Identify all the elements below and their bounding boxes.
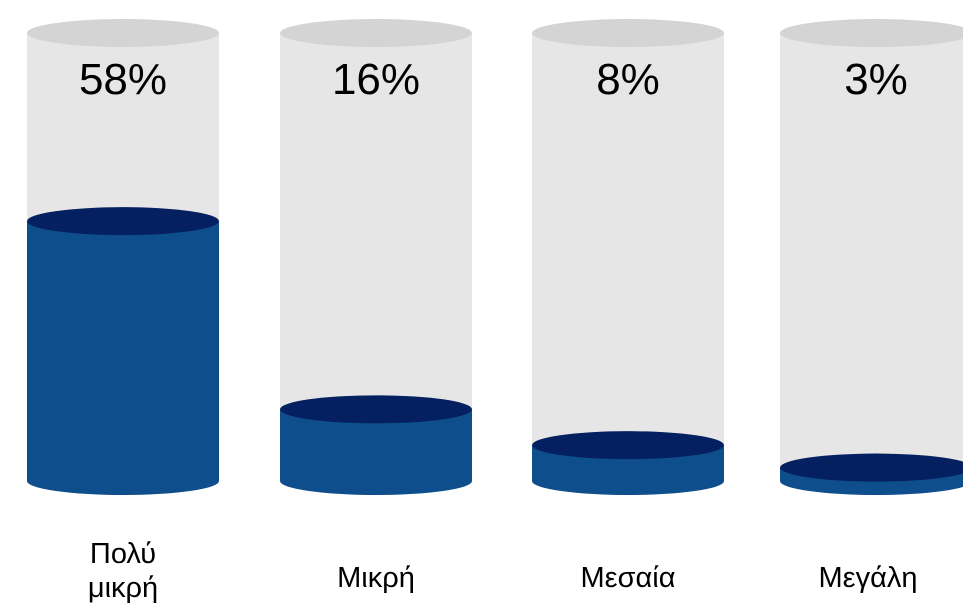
bar-bottom-3	[532, 467, 724, 495]
value-label-3: 8%	[596, 55, 660, 104]
category-label-2: Μικρή	[337, 562, 415, 594]
value-label-4: 3%	[844, 55, 908, 104]
value-label-2: 16%	[332, 55, 420, 104]
track-top-3	[532, 19, 724, 47]
track-top-2	[280, 19, 472, 47]
bar-top-1	[27, 207, 219, 236]
bar-top-2	[280, 395, 472, 424]
category-label-4: Μεγάλη	[818, 562, 918, 594]
bar-top-4	[780, 453, 963, 482]
category-label-1: Πολύ μικρή	[87, 538, 159, 604]
category-label-3: Μεσαία	[580, 562, 676, 594]
bar-bottom-2	[280, 467, 472, 495]
bar-bottom-1	[27, 467, 219, 495]
track-body-4	[780, 33, 963, 481]
track-top-1	[27, 19, 219, 47]
bar-top-3	[532, 431, 724, 460]
track-top-4	[780, 19, 963, 47]
bar-body-1	[27, 221, 219, 481]
track-body-3	[532, 33, 724, 481]
value-label-1: 58%	[79, 55, 167, 104]
